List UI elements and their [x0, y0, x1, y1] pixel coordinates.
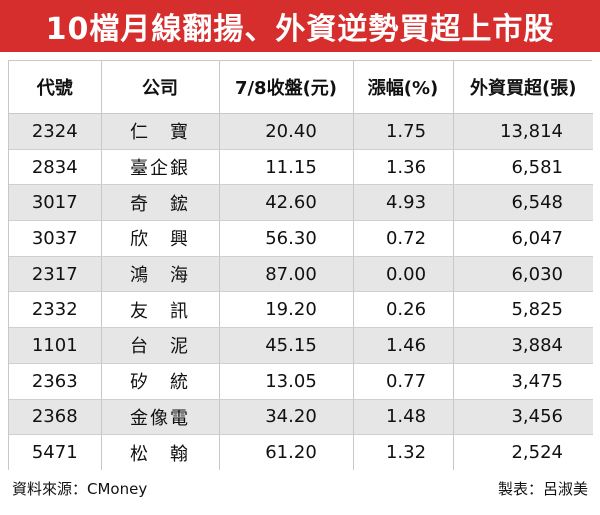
stock-table-container: 代號 公司 7/8收盤(元) 漲幅(%) 外資買超(張) 2324 仁 寶 20.4…	[8, 60, 593, 471]
cell-foreign-buy: 5,825	[453, 291, 593, 329]
cell-change: 0.00	[353, 256, 454, 293]
table-row: 2324 仁 寶 20.40 1.75 13,814	[9, 113, 593, 150]
cell-change: 1.75	[353, 113, 454, 150]
cell-company: 奇 鋐	[101, 184, 220, 222]
cell-change: 1.46	[353, 327, 454, 364]
cell-code: 2324	[9, 113, 102, 150]
cell-close: 34.20	[219, 399, 354, 436]
cell-foreign-buy: 6,581	[453, 149, 593, 186]
header-code: 代號	[9, 61, 102, 114]
cell-close: 42.60	[219, 184, 354, 222]
cell-change: 0.26	[353, 291, 454, 329]
cell-close: 87.00	[219, 256, 354, 293]
header-foreign-buy: 外資買超(張)	[453, 61, 593, 114]
cell-change: 1.32	[353, 434, 454, 471]
table-row: 3017 奇 鋐 42.60 4.93 6,548	[9, 184, 593, 222]
cell-close: 20.40	[219, 113, 354, 150]
cell-code: 2834	[9, 149, 102, 186]
header-company: 公司	[101, 61, 220, 114]
header-change: 漲幅(%)	[353, 61, 454, 114]
table-row: 2332 友 訊 19.20 0.26 5,825	[9, 291, 593, 329]
cell-close: 13.05	[219, 363, 354, 400]
table-row: 2363 矽 統 13.05 0.77 3,475	[9, 363, 593, 400]
cell-change: 1.48	[353, 399, 454, 436]
cell-company: 友 訊	[101, 291, 220, 329]
cell-change: 1.36	[353, 149, 454, 186]
table-row: 1101 台 泥 45.15 1.46 3,884	[9, 327, 593, 364]
cell-code: 2317	[9, 256, 102, 293]
cell-close: 61.20	[219, 434, 354, 471]
cell-foreign-buy: 3,475	[453, 363, 593, 400]
cell-close: 19.20	[219, 291, 354, 329]
source-note: 資料來源：CMoney	[12, 479, 148, 498]
cell-code: 5471	[9, 434, 102, 471]
cell-code: 2363	[9, 363, 102, 400]
cell-company: 矽 統	[101, 363, 220, 400]
cell-code: 1101	[9, 327, 102, 364]
table-row: 5471 松 翰 61.20 1.32 2,524	[9, 434, 593, 471]
cell-code: 2332	[9, 291, 102, 329]
table-title: 10檔月線翻揚、外資逆勢買超上市股	[0, 0, 600, 52]
cell-foreign-buy: 2,524	[453, 434, 593, 471]
cell-company: 鴻 海	[101, 256, 220, 293]
table-row: 3037 欣 興 56.30 0.72 6,047	[9, 220, 593, 257]
cell-code: 3037	[9, 220, 102, 257]
table-row: 2368 金像電 34.20 1.48 3,456	[9, 399, 593, 436]
author-note: 製表：呂淑美	[497, 479, 588, 498]
header-close: 7/8收盤(元)	[219, 61, 354, 114]
table-body: 2324 仁 寶 20.40 1.75 13,814 2834 臺企銀 11.15 1.36 6,…	[9, 113, 593, 471]
cell-close: 56.30	[219, 220, 354, 257]
table-row: 2834 臺企銀 11.15 1.36 6,581	[9, 149, 593, 186]
cell-close: 45.15	[219, 327, 354, 364]
cell-foreign-buy: 13,814	[453, 113, 593, 150]
cell-foreign-buy: 6,030	[453, 256, 593, 293]
cell-code: 3017	[9, 184, 102, 222]
cell-company: 台 泥	[101, 327, 220, 364]
table-row: 2317 鴻 海 87.00 0.00 6,030	[9, 256, 593, 293]
cell-company: 松 翰	[101, 434, 220, 471]
cell-change: 0.77	[353, 363, 454, 400]
cell-code: 2368	[9, 399, 102, 436]
stock-table: 代號 公司 7/8收盤(元) 漲幅(%) 外資買超(張) 2324 仁 寶 20.4…	[9, 61, 593, 471]
cell-change: 0.72	[353, 220, 454, 257]
cell-foreign-buy: 6,047	[453, 220, 593, 257]
cell-close: 11.15	[219, 149, 354, 186]
cell-foreign-buy: 3,456	[453, 399, 593, 436]
cell-foreign-buy: 6,548	[453, 184, 593, 222]
footer: 資料來源：CMoney 製表：呂淑美	[12, 474, 588, 502]
cell-company: 金像電	[101, 399, 220, 436]
header-row: 代號 公司 7/8收盤(元) 漲幅(%) 外資買超(張)	[9, 61, 593, 114]
cell-change: 4.93	[353, 184, 454, 222]
cell-company: 臺企銀	[101, 149, 220, 186]
cell-company: 欣 興	[101, 220, 220, 257]
cell-company: 仁 寶	[101, 113, 220, 150]
cell-foreign-buy: 3,884	[453, 327, 593, 364]
